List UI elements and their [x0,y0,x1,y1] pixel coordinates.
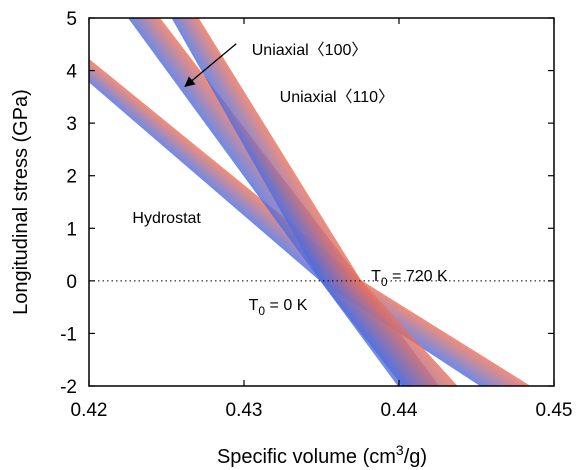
y-tick-label: 1 [66,219,77,240]
annotation-u100: Uniaxial〈100〉 [252,42,368,59]
x-tick-label: 0.42 [71,400,108,421]
y-tick-label: 4 [66,62,77,83]
band-line [171,18,405,386]
band-line [177,18,417,386]
annotation-arrow [184,43,237,88]
y-tick-label: 2 [66,167,77,188]
annotation-cold: T0 = 0 K [249,297,308,318]
y-axis-title: Longitudinal stress (GPa) [10,89,32,315]
band-line [184,18,431,386]
band-line [183,18,429,386]
x-tick-label: 0.45 [536,400,573,421]
y-tick-label: 0 [66,272,77,293]
plot-frame [88,17,555,387]
x-tick-label: 0.44 [381,400,418,421]
y-tick-label: 3 [66,114,77,135]
annotation-hot: T0 = 720 K [371,268,448,289]
x-axis-title: Specific volume (cm3/g) [217,442,427,468]
axis-ticks: 0.42 0.43 0.44 0.45 -2 -1 0 1 2 3 4 5 [60,9,572,421]
y-tick-label: 5 [66,9,77,30]
y-tick-label: -1 [60,324,77,345]
x-tick-label: 0.43 [226,400,263,421]
y-tick-label: -2 [60,377,77,398]
band-line [181,18,425,386]
annotation-u110: Uniaxial〈110〉 [280,89,394,106]
annotation-hydro: Hydrostat [132,210,201,227]
annotations: Uniaxial〈100〉 Uniaxial〈110〉 Hydrostat T0 = … [132,42,448,318]
